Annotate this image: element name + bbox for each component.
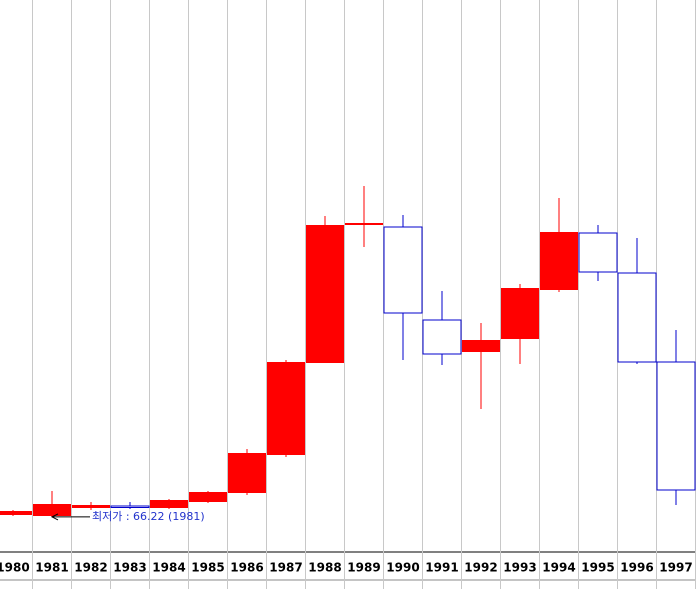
x-tick-label: 1990 <box>386 561 419 575</box>
x-tick-label: 1995 <box>581 561 614 575</box>
x-tick-label: 1985 <box>191 561 224 575</box>
x-tick-label: 1988 <box>308 561 341 575</box>
candle-body <box>189 492 227 502</box>
x-tick-label: 1992 <box>464 561 497 575</box>
annotation: 최저가 : 66.22 (1981) <box>92 510 205 523</box>
x-tick-label: 1993 <box>503 561 536 575</box>
x-tick-label: 1984 <box>152 561 185 575</box>
x-tick-label: 1997 <box>659 561 692 575</box>
candle-body <box>578 232 618 273</box>
candle-body <box>345 223 383 225</box>
x-tick-label: 1996 <box>620 561 653 575</box>
x-tick-label: 1989 <box>347 561 380 575</box>
candle-body <box>228 453 266 493</box>
x-tick-label: 1991 <box>425 561 458 575</box>
candle-body <box>306 225 344 363</box>
annotation-arrowhead <box>50 513 59 521</box>
x-tick-label: 1983 <box>113 561 146 575</box>
x-tick-label: 1994 <box>542 561 575 575</box>
candle-body <box>0 511 32 515</box>
candle-body <box>462 340 500 352</box>
x-tick-label: 1986 <box>230 561 263 575</box>
candle-body <box>72 505 110 508</box>
candle-body <box>267 362 305 455</box>
candle-body <box>110 505 150 508</box>
candle-body <box>150 500 188 508</box>
candle-body <box>540 232 578 290</box>
candle-body <box>383 226 423 314</box>
x-tick-label: 1980 <box>0 561 30 575</box>
candle-body <box>422 319 462 355</box>
candle-body <box>617 272 657 363</box>
candle-body <box>656 361 696 491</box>
x-tick-label: 1987 <box>269 561 302 575</box>
candle-body <box>33 504 71 516</box>
x-tick-label: 1981 <box>35 561 68 575</box>
candle-body <box>501 288 539 339</box>
x-tick-label: 1982 <box>74 561 107 575</box>
